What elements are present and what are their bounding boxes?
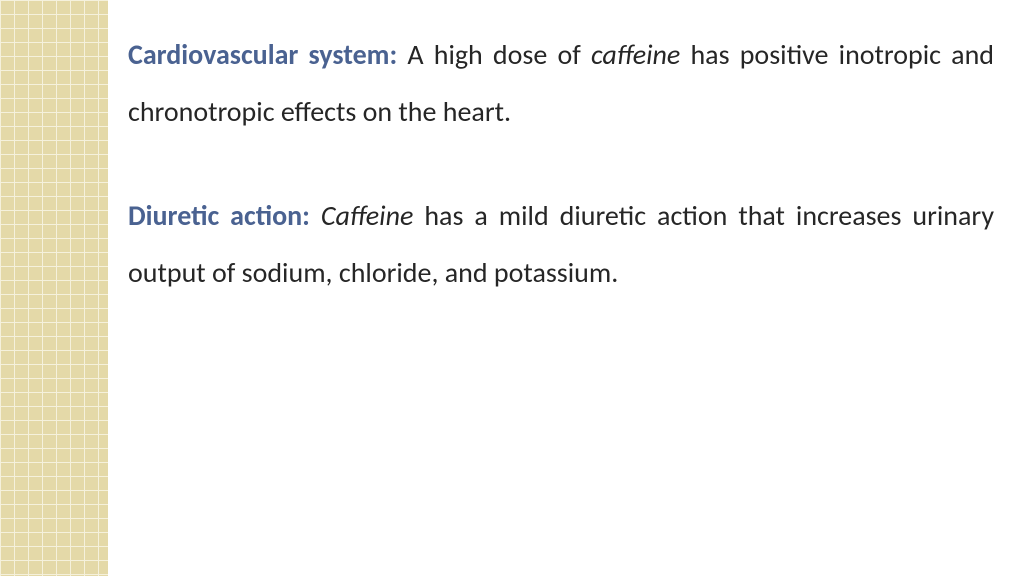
- heading-diuretic: Diuretic action:: [128, 198, 310, 233]
- paragraph-cardiovascular: Cardiovascular system: A high dose of ca…: [128, 26, 994, 141]
- slide-content: Cardiovascular system: A high dose of ca…: [128, 26, 994, 556]
- italic-term: caffeine: [591, 37, 680, 72]
- decorative-sidebar: [0, 0, 108, 576]
- heading-cardiovascular: Cardiovascular system:: [128, 37, 397, 72]
- paragraph-diuretic: Diuretic action: Caffeine has a mild diu…: [128, 187, 994, 302]
- text-pre: [310, 198, 321, 233]
- italic-term: Caffeine: [321, 198, 414, 233]
- text-pre: A high dose of: [397, 37, 591, 72]
